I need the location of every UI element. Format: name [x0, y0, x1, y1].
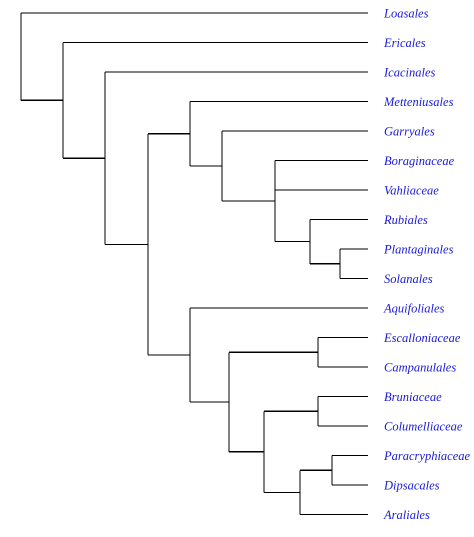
- taxon-label-paracryphiaceae[interactable]: Paracryphiaceae: [383, 449, 471, 463]
- taxon-label-solanales[interactable]: Solanales: [384, 272, 433, 286]
- taxon-label-columelliaceae[interactable]: Columelliaceae: [384, 420, 463, 434]
- taxon-label-metteniusales[interactable]: Metteniusales: [383, 95, 454, 109]
- taxon-label-garryales[interactable]: Garryales: [384, 125, 435, 139]
- taxon-label-araliales[interactable]: Araliales: [383, 508, 430, 522]
- taxon-label-vahliaceae[interactable]: Vahliaceae: [384, 184, 439, 198]
- tree-branches: [20, 12, 368, 516]
- taxon-labels: Loasales Ericales Icacinales Metteniusales G…: [383, 7, 471, 523]
- taxon-label-aquifoliales[interactable]: Aquifoliales: [383, 302, 445, 316]
- taxon-label-ericales[interactable]: Ericales: [383, 36, 426, 50]
- taxon-label-bruniaceae[interactable]: Bruniaceae: [384, 390, 442, 404]
- taxon-label-escalloniaceae[interactable]: Escalloniaceae: [383, 331, 461, 345]
- taxon-label-campanulales[interactable]: Campanulales: [384, 361, 456, 375]
- taxon-label-rubiales[interactable]: Rubiales: [383, 213, 428, 227]
- taxon-label-dipsacales[interactable]: Dipsacales: [383, 479, 440, 493]
- taxon-label-icacinales[interactable]: Icacinales: [383, 66, 436, 80]
- taxon-label-loasales[interactable]: Loasales: [383, 7, 429, 21]
- taxon-label-plantaginales[interactable]: Plantaginales: [383, 243, 454, 257]
- taxon-label-boraginaceae[interactable]: Boraginaceae: [384, 154, 455, 168]
